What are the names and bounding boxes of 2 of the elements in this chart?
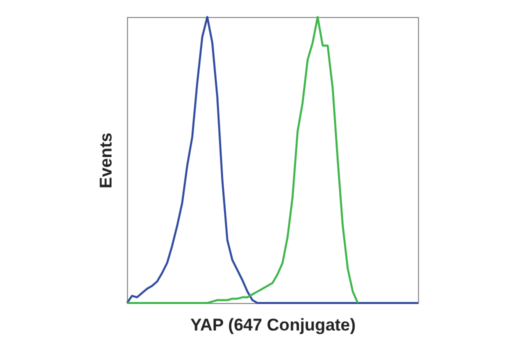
y-axis-title: Events (96, 132, 116, 188)
x-axis-title: YAP (647 Conjugate) (190, 316, 356, 334)
